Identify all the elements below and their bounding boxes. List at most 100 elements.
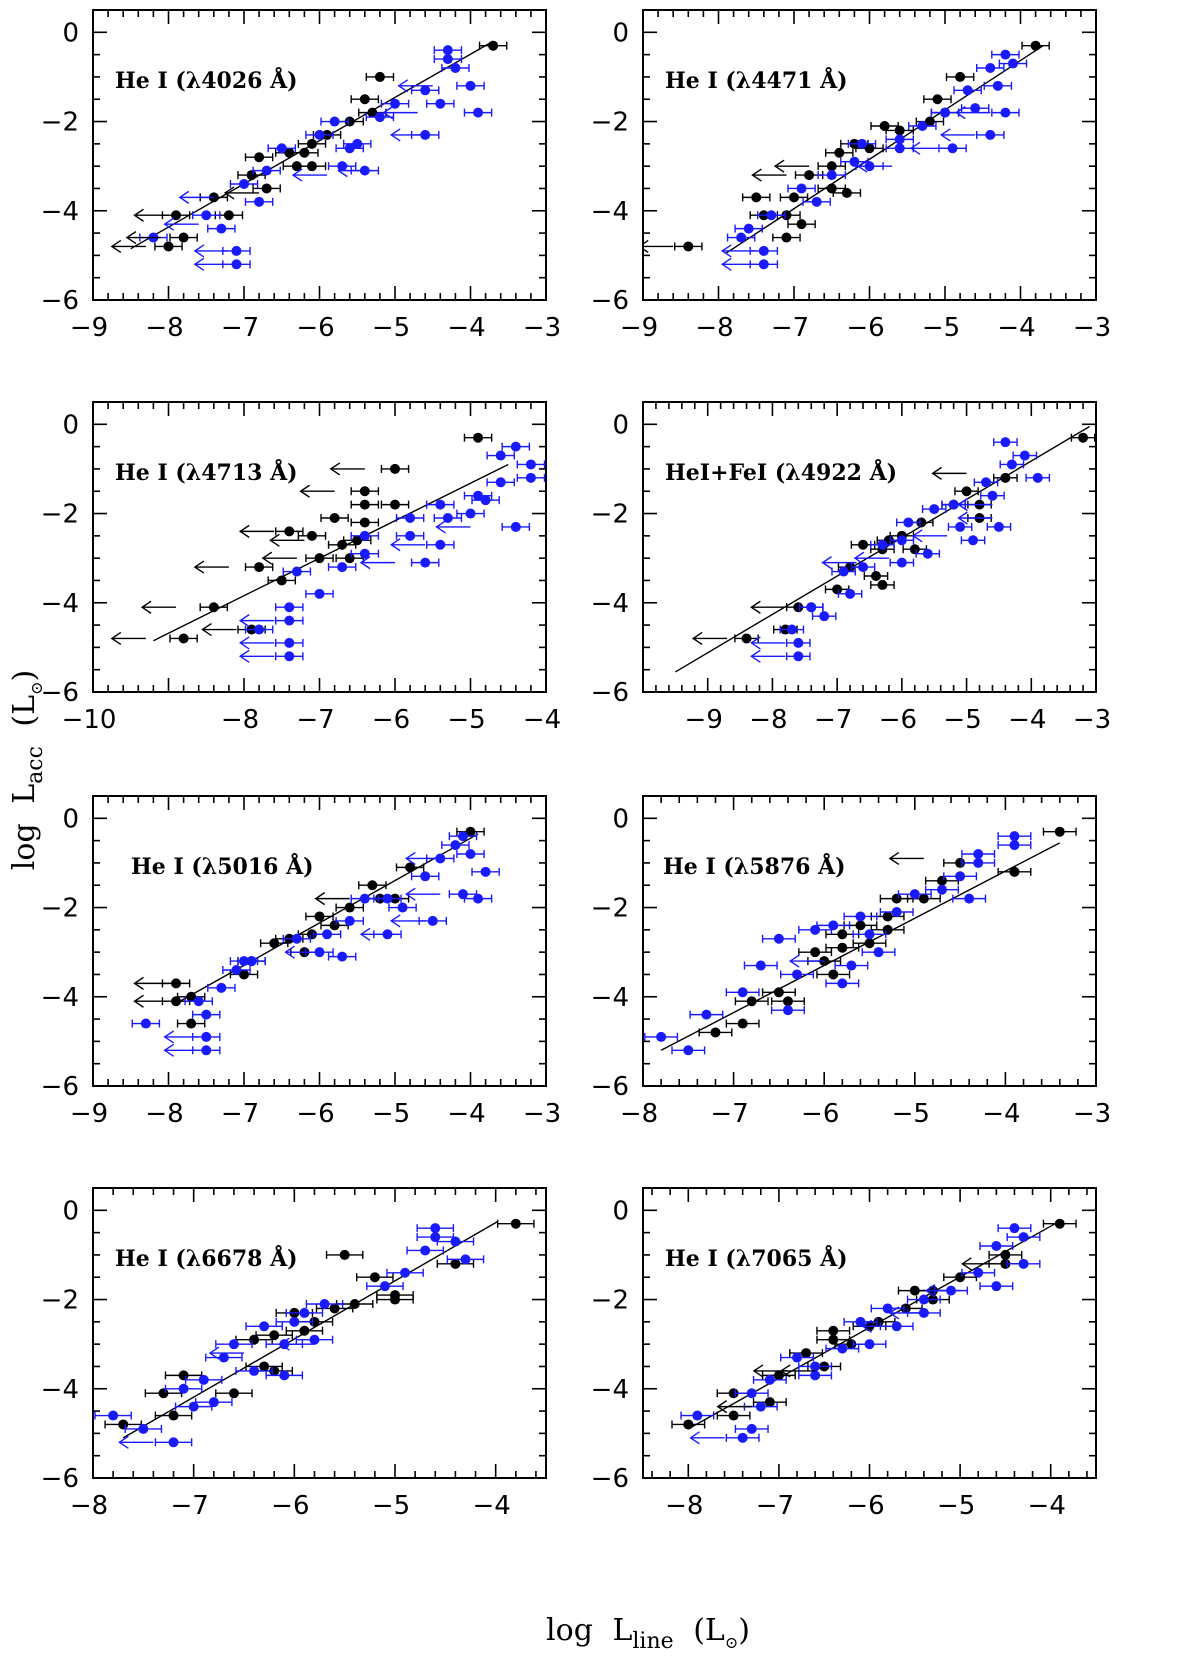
data-point-black: [329, 920, 340, 931]
x-tick-label: −6: [271, 1491, 309, 1521]
y-tick-label: −2: [591, 108, 629, 138]
data-point-blue: [792, 1352, 803, 1363]
data-point-blue: [319, 1299, 330, 1309]
data-point-blue: [473, 107, 484, 118]
data-point-black: [826, 183, 837, 194]
upper-limit-arrowhead: [193, 257, 205, 271]
upper-limit-arrowhead: [163, 1030, 175, 1044]
y-tick-label: −2: [591, 500, 629, 530]
data-point-blue: [962, 85, 973, 96]
y-tick-label: −4: [591, 197, 629, 227]
data-point-blue: [329, 116, 340, 127]
panel-5: −9 −8 −7 −6 −5 −4 −3 −6 −4 −2 0 He I (λ5016 Å): [41, 795, 561, 1129]
x-tick-label: −7: [814, 705, 852, 735]
upper-limit-arrowhead: [382, 106, 394, 120]
x-label-close: ): [738, 1613, 750, 1648]
y-label-symbol: L: [7, 784, 42, 804]
data-point-blue: [291, 566, 302, 577]
y-tick-label: 0: [612, 1196, 629, 1226]
x-tick-label: −5: [372, 1099, 410, 1129]
data-point-blue: [991, 1241, 1002, 1251]
data-point-black: [269, 1330, 280, 1341]
data-point-blue: [973, 1267, 984, 1278]
data-point-blue: [218, 1352, 229, 1363]
data-point-blue: [480, 866, 491, 877]
data-point-blue: [510, 441, 521, 452]
data-point-blue: [1000, 437, 1011, 448]
data-point-blue: [198, 1374, 209, 1385]
data-point-black: [832, 584, 843, 595]
x-label-subscript: line: [632, 1629, 673, 1654]
x-tick-label: −3: [1073, 313, 1111, 343]
data-point-blue: [390, 98, 400, 109]
data-point-blue: [755, 1401, 766, 1412]
data-point-black: [306, 138, 317, 149]
data-point-blue: [955, 871, 966, 882]
data-point-blue: [284, 602, 295, 613]
upper-limit-arrowhead: [284, 945, 295, 959]
panel-8: −8 −7 −6 −5 −4 −6 −4 −2 0 He I (λ7065 Å): [591, 1187, 1097, 1521]
x-tick-label: −8: [70, 1491, 108, 1521]
data-point-black: [793, 602, 804, 613]
data-point-black: [891, 893, 902, 904]
data-point-blue: [231, 259, 242, 270]
data-point-black: [879, 121, 890, 131]
upper-limit-arrowhead: [751, 168, 762, 182]
fit-line: [122, 1220, 499, 1439]
x-tick-label: −5: [447, 705, 485, 735]
x-tick-label: −8: [695, 313, 733, 343]
data-point-blue: [837, 1343, 848, 1354]
data-point-blue: [299, 1307, 310, 1318]
data-layer: [110, 40, 508, 271]
y-tick-label: −6: [41, 1464, 79, 1494]
svg-text:log Lacc (L⊙): log Lacc (L⊙): [7, 670, 50, 870]
data-point-blue: [460, 1254, 471, 1265]
data-point-blue: [828, 920, 839, 931]
y-label-close: ): [7, 670, 42, 682]
panel-7: −8 −7 −6 −5 −4 −6 −4 −2 0 He I (λ6678 Å): [41, 1187, 547, 1521]
data-point-blue: [168, 1437, 179, 1448]
data-point-black: [374, 71, 385, 82]
upper-limit-arrowhead: [961, 1257, 972, 1271]
data-point-blue: [980, 477, 991, 488]
data-point-blue: [231, 245, 242, 256]
data-point-black: [329, 1303, 340, 1314]
upper-limit-arrowhead: [125, 230, 137, 245]
panel-title: He I (λ5016 Å): [131, 853, 314, 880]
data-point-blue: [793, 651, 804, 662]
data-point-blue: [284, 615, 295, 626]
y-tick-label: −4: [41, 983, 79, 1013]
data-point-blue: [692, 1410, 703, 1421]
data-point-black: [1009, 866, 1020, 877]
data-point-black: [751, 192, 762, 203]
y-tick-label: 0: [62, 18, 79, 48]
data-point-black: [488, 40, 499, 51]
data-point-blue: [755, 960, 766, 971]
fit-line: [725, 45, 1044, 254]
data-point-blue: [793, 637, 804, 648]
data-point-blue: [259, 1321, 270, 1332]
data-point-blue: [737, 987, 748, 998]
data-point-blue: [917, 121, 928, 131]
x-tick-label: −4: [982, 1099, 1020, 1129]
data-point-black: [284, 147, 295, 158]
data-point-blue: [495, 450, 506, 461]
upper-limit-arrowhead: [269, 533, 280, 547]
data-point-black: [683, 1419, 694, 1430]
data-point-blue: [764, 1374, 775, 1385]
data-point-black: [804, 170, 815, 181]
data-point-blue: [1000, 49, 1011, 60]
data-point-blue: [918, 1294, 929, 1305]
upper-limit-arrowhead: [193, 244, 205, 258]
y-tick-label: −4: [591, 589, 629, 619]
data-point-blue: [810, 1361, 821, 1372]
data-point-black: [909, 1285, 920, 1296]
data-point-black: [961, 486, 972, 497]
data-point-black: [828, 1325, 839, 1336]
upper-limit-arrowhead: [163, 1043, 175, 1057]
x-tick-label: −3: [1073, 705, 1111, 735]
data-point-blue: [254, 624, 265, 635]
data-point-black: [882, 924, 893, 935]
data-point-blue: [1006, 459, 1017, 470]
data-point-black: [781, 210, 792, 221]
